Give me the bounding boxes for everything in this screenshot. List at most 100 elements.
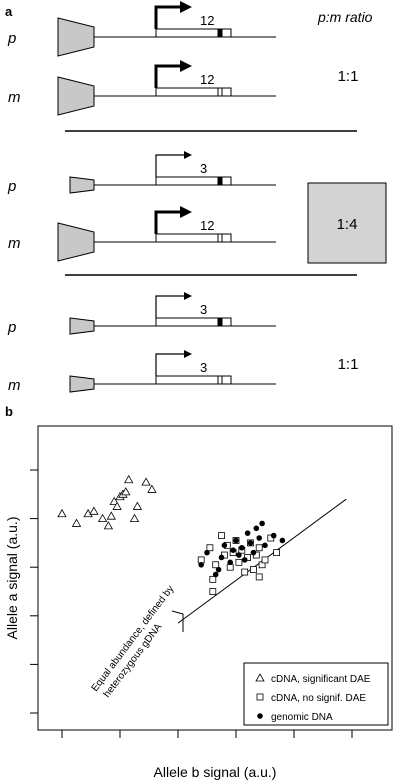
legend-label: genomic DNA <box>271 712 333 723</box>
panel-b-label: b <box>5 404 13 419</box>
circle-point <box>236 552 242 558</box>
exon-box <box>155 233 232 243</box>
x-axis-label: Allele b signal (a.u.) <box>154 764 277 780</box>
triangle-point <box>89 506 99 515</box>
legend-square-icon <box>256 693 264 701</box>
panel-a-label: a <box>5 4 13 19</box>
square-point <box>273 549 281 557</box>
snp-marker <box>217 87 223 97</box>
circle-point <box>239 544 245 551</box>
transcription-arrow <box>155 295 186 318</box>
triangle-point <box>129 513 140 522</box>
square-point <box>209 588 217 595</box>
ratio-highlight-box <box>307 182 387 264</box>
triangle-point <box>106 511 116 520</box>
circle-point <box>221 542 228 549</box>
square-point <box>255 573 263 581</box>
snp-marker <box>217 375 223 385</box>
snp-marker <box>217 233 223 243</box>
circle-point <box>241 557 248 563</box>
circle-point <box>212 571 219 578</box>
exon-box <box>155 28 232 38</box>
arrow-head <box>184 151 192 159</box>
triangle-point <box>109 496 119 505</box>
transcription-arrow <box>155 353 186 376</box>
promoter-shape <box>57 17 95 57</box>
circle-point <box>279 537 286 544</box>
expression-count: 3 <box>200 302 207 317</box>
promoter-shape <box>69 317 95 335</box>
triangle-point <box>121 487 131 496</box>
ratio-3: 1:1 <box>338 356 359 373</box>
exon-box <box>155 87 232 97</box>
ratio-2: 1:4 <box>337 216 358 233</box>
promoter-shape <box>69 176 95 194</box>
legend: cDNA, significant DAE cDNA, no signif. DA… <box>255 673 371 723</box>
triangle-point <box>71 518 82 527</box>
triangle-point <box>97 513 108 522</box>
triangle-point <box>57 508 67 518</box>
triangle-point <box>132 501 143 510</box>
legend-circle-icon <box>257 713 263 719</box>
transcription-arrow <box>154 210 182 234</box>
allele-label: p <box>7 178 16 195</box>
square-point <box>261 556 269 564</box>
expression-count: 12 <box>200 218 214 233</box>
circle-point <box>233 537 239 544</box>
allele-label: m <box>8 89 21 106</box>
arrow-head <box>180 1 192 13</box>
arrow-head <box>184 292 192 300</box>
snp-marker <box>217 317 223 327</box>
promoter-shape <box>57 76 95 116</box>
plot-frame <box>37 425 393 731</box>
exon-box <box>155 375 232 385</box>
circle-point <box>218 554 225 561</box>
snp-marker <box>217 176 223 186</box>
square-point <box>249 566 257 574</box>
expression-count: 12 <box>200 13 214 28</box>
triangle-point <box>103 521 114 530</box>
legend-triangle-icon <box>255 673 265 682</box>
diagonal-label-bracket <box>171 610 184 632</box>
legend-label: cDNA, no signif. DAE <box>271 693 366 704</box>
arrow-head <box>184 350 192 358</box>
circle-point <box>270 532 277 539</box>
circle-point <box>247 540 254 546</box>
y-axis-label: Allele a signal (a.u.) <box>4 517 20 640</box>
ratio-header: p:m ratio <box>317 9 373 25</box>
circle-point <box>253 525 260 532</box>
circle-point <box>204 549 210 556</box>
transcription-arrow <box>155 154 186 177</box>
legend-label: cDNA, significant DAE <box>271 674 371 685</box>
exon-box <box>155 317 232 327</box>
circle-point <box>259 520 265 527</box>
square-point <box>241 568 249 576</box>
triangle-point <box>112 501 122 510</box>
axis-ticks <box>30 469 353 738</box>
square-point <box>209 575 217 583</box>
circle-point <box>250 549 257 556</box>
expression-count: 3 <box>200 161 207 176</box>
scatter-points <box>57 474 286 595</box>
expression-count: 12 <box>200 72 214 87</box>
allele-label: p <box>7 319 16 336</box>
circle-point <box>244 530 251 536</box>
arrow-head <box>180 60 192 72</box>
expression-count: 3 <box>200 360 207 375</box>
allele-label: p <box>7 30 16 47</box>
allele-label: m <box>8 235 21 252</box>
allele-row: m 12 <box>8 206 276 262</box>
promoter-shape <box>57 222 95 262</box>
triangle-point <box>147 484 157 493</box>
allele-row: p 12 <box>7 1 276 57</box>
triangle-point <box>124 474 134 484</box>
allele-label: m <box>8 377 21 394</box>
circle-point <box>256 535 263 541</box>
allele-row: p3 <box>7 292 276 336</box>
circle-point <box>215 566 222 573</box>
square-point <box>235 558 243 566</box>
allele-row: m3 <box>8 350 276 394</box>
allele-row: m 12 <box>8 60 276 116</box>
